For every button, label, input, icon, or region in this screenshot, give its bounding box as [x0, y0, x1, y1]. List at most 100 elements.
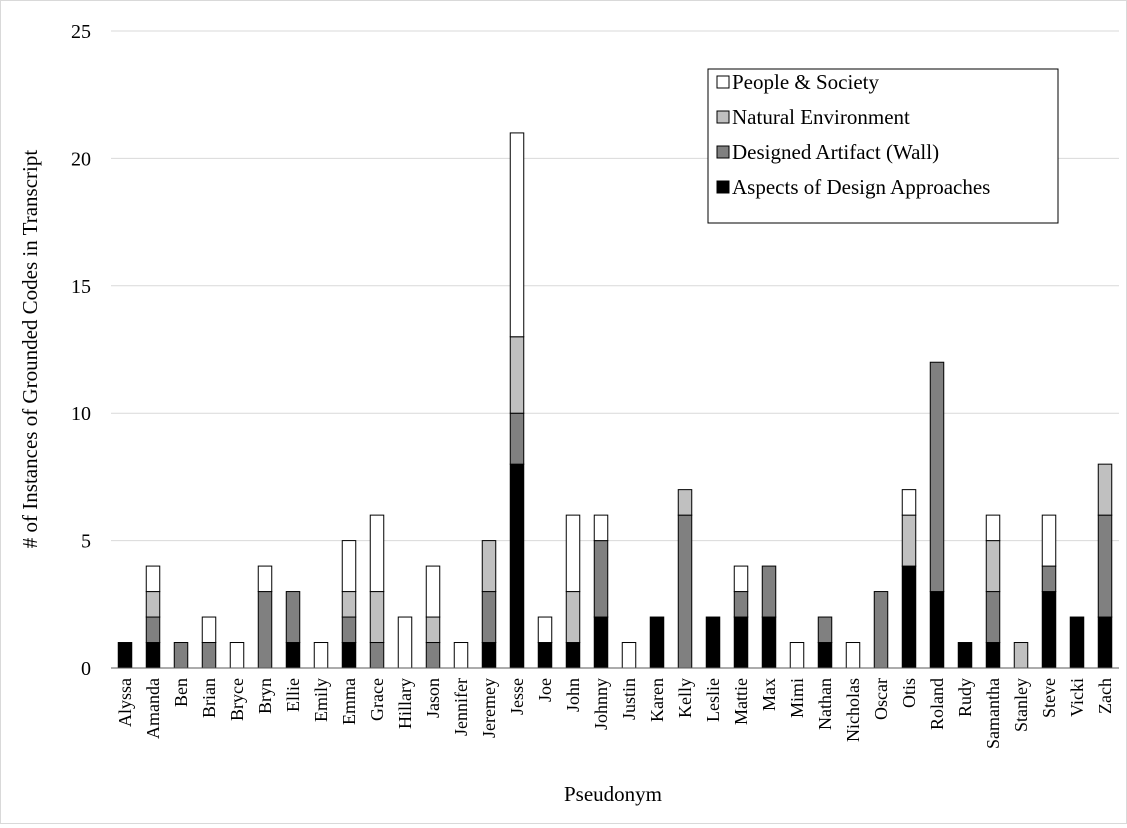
bar-segment-bryn-designed-artifact-wall — [257, 591, 273, 669]
bar-segment-max-designed-artifact-wall — [761, 565, 777, 618]
x-tick-label: Mattie — [731, 678, 751, 725]
x-tick-label: Johnny — [591, 678, 611, 730]
bar-segment-kelly-designed-artifact-wall — [677, 514, 693, 669]
bar-segment-jason-people-society — [425, 565, 441, 618]
legend-label-designed-artifact-wall: Designed Artifact (Wall) — [732, 140, 939, 164]
x-tick-label: Mimi — [787, 678, 807, 718]
bar-segment-john-people-society — [565, 514, 581, 593]
bar-segment-zach-designed-artifact-wall — [1097, 514, 1113, 618]
y-tick-label: 25 — [71, 21, 91, 43]
bar-segment-justin-people-society — [621, 642, 637, 669]
bar-segment-nicholas-people-society — [845, 642, 861, 669]
bar-segment-zach-aspects-of-design-approaches — [1097, 616, 1113, 669]
bar-segment-roland-designed-artifact-wall — [929, 361, 945, 593]
y-tick-label: 0 — [81, 658, 91, 680]
x-tick-label: Kelly — [675, 678, 695, 718]
x-tick-label: Samantha — [983, 678, 1003, 749]
x-tick-label: Roland — [927, 678, 947, 730]
bar-segment-ben-designed-artifact-wall — [173, 642, 189, 669]
bar-segment-grace-designed-artifact-wall — [369, 642, 385, 669]
bar-segment-grace-natural-environment — [369, 591, 385, 644]
bar-segment-nathan-aspects-of-design-approaches — [817, 642, 833, 669]
bar-segment-mimi-people-society — [789, 642, 805, 669]
x-tick-label: Jason — [423, 678, 443, 718]
bar-segment-brian-people-society — [201, 616, 217, 644]
bar-segment-amanda-natural-environment — [145, 591, 161, 618]
x-tick-label: Justin — [619, 678, 639, 720]
x-tick-label: Alyssa — [115, 678, 135, 727]
x-tick-label: Hillary — [395, 678, 415, 729]
bar-segment-jason-natural-environment — [425, 616, 441, 644]
bar-segment-roland-aspects-of-design-approaches — [929, 591, 945, 669]
bar-segment-amanda-aspects-of-design-approaches — [145, 642, 161, 669]
x-tick-label: Leslie — [703, 678, 723, 722]
x-tick-label: Grace — [367, 678, 387, 721]
bar-segment-samantha-designed-artifact-wall — [985, 591, 1001, 644]
bar-segment-max-aspects-of-design-approaches — [761, 616, 777, 669]
axes: 0 5 10 15 20 25 Alyssa Amanda Ben Brian Bryce Bryn E… — [71, 21, 1119, 749]
bar-segment-zach-natural-environment — [1097, 463, 1113, 516]
bar-segment-leslie-aspects-of-design-approaches — [705, 616, 721, 669]
bar-segment-amanda-people-society — [145, 565, 161, 593]
bar-segment-emma-people-society — [341, 540, 357, 593]
bar-segment-mattie-people-society — [733, 565, 749, 593]
legend-label-aspects-of-design-approaches: Aspects of Design Approaches — [732, 175, 990, 199]
legend-swatch-natural-environment — [716, 110, 730, 124]
bar-segment-emma-natural-environment — [341, 591, 357, 618]
bar-segment-johnny-aspects-of-design-approaches — [593, 616, 609, 669]
x-tick-label: Jesse — [507, 678, 527, 715]
x-tick-label: Karen — [647, 678, 667, 722]
bar-segment-steve-aspects-of-design-approaches — [1041, 591, 1057, 669]
y-axis-title: # of Instances of Grounded Codes in Tran… — [18, 150, 42, 549]
bar-segment-nathan-designed-artifact-wall — [817, 616, 833, 644]
legend-swatch-designed-artifact-wall — [716, 145, 730, 159]
bar-segment-jennifer-people-society — [453, 642, 469, 669]
bar-segment-jeremey-designed-artifact-wall — [481, 591, 497, 644]
x-tick-label: Joe — [535, 678, 555, 702]
bar-segment-john-aspects-of-design-approaches — [565, 642, 581, 669]
x-tick-label: Otis — [899, 678, 919, 708]
bar-segment-hillary-people-society — [397, 616, 413, 669]
bar-segment-oscar-designed-artifact-wall — [873, 591, 889, 669]
x-tick-label: Ellie — [283, 678, 303, 712]
y-tick-label: 5 — [81, 531, 91, 553]
bar-segment-steve-people-society — [1041, 514, 1057, 567]
bar-segment-jason-designed-artifact-wall — [425, 642, 441, 669]
bar-segment-samantha-aspects-of-design-approaches — [985, 642, 1001, 669]
x-tick-label: John — [563, 678, 583, 712]
bar-segment-mattie-aspects-of-design-approaches — [733, 616, 749, 669]
x-tick-label: Amanda — [143, 678, 163, 739]
bar-segment-otis-aspects-of-design-approaches — [901, 565, 917, 669]
bar-segment-ellie-aspects-of-design-approaches — [285, 642, 301, 669]
x-tick-label: Brian — [199, 678, 219, 718]
x-tick-label: Steve — [1039, 678, 1059, 718]
bar-segment-emma-aspects-of-design-approaches — [341, 642, 357, 669]
bar-segment-emma-designed-artifact-wall — [341, 616, 357, 644]
x-axis-title: Pseudonym — [564, 782, 662, 806]
x-tick-label: Zach — [1095, 678, 1115, 714]
bar-segment-bryn-people-society — [257, 565, 273, 593]
x-tick-label: Bryce — [227, 678, 247, 721]
x-tick-label: Stanley — [1011, 678, 1031, 732]
bar-segment-joe-aspects-of-design-approaches — [537, 642, 553, 669]
bar-segment-brian-designed-artifact-wall — [201, 642, 217, 669]
legend: People & Society Natural Environment Desig… — [707, 68, 1059, 224]
x-tick-label: Bryn — [255, 678, 275, 714]
bars — [117, 132, 1113, 669]
x-tick-label: Max — [759, 678, 779, 711]
bar-segment-jesse-natural-environment — [509, 336, 525, 414]
x-tick-label: Nathan — [815, 678, 835, 730]
bar-segment-amanda-designed-artifact-wall — [145, 616, 161, 644]
bar-segment-jesse-aspects-of-design-approaches — [509, 463, 525, 669]
x-tick-label: Emily — [311, 678, 331, 722]
x-tick-label: Oscar — [871, 678, 891, 720]
bar-segment-grace-people-society — [369, 514, 385, 593]
bar-segment-vicki-aspects-of-design-approaches — [1069, 616, 1085, 669]
legend-box — [707, 68, 1059, 224]
y-tick-label: 20 — [71, 148, 91, 170]
legend-swatch-aspects-of-design-approaches — [716, 180, 730, 194]
x-tick-label: Jennifer — [451, 678, 471, 736]
x-tick-label: Ben — [171, 678, 191, 707]
legend-swatch-people-society — [716, 75, 730, 89]
